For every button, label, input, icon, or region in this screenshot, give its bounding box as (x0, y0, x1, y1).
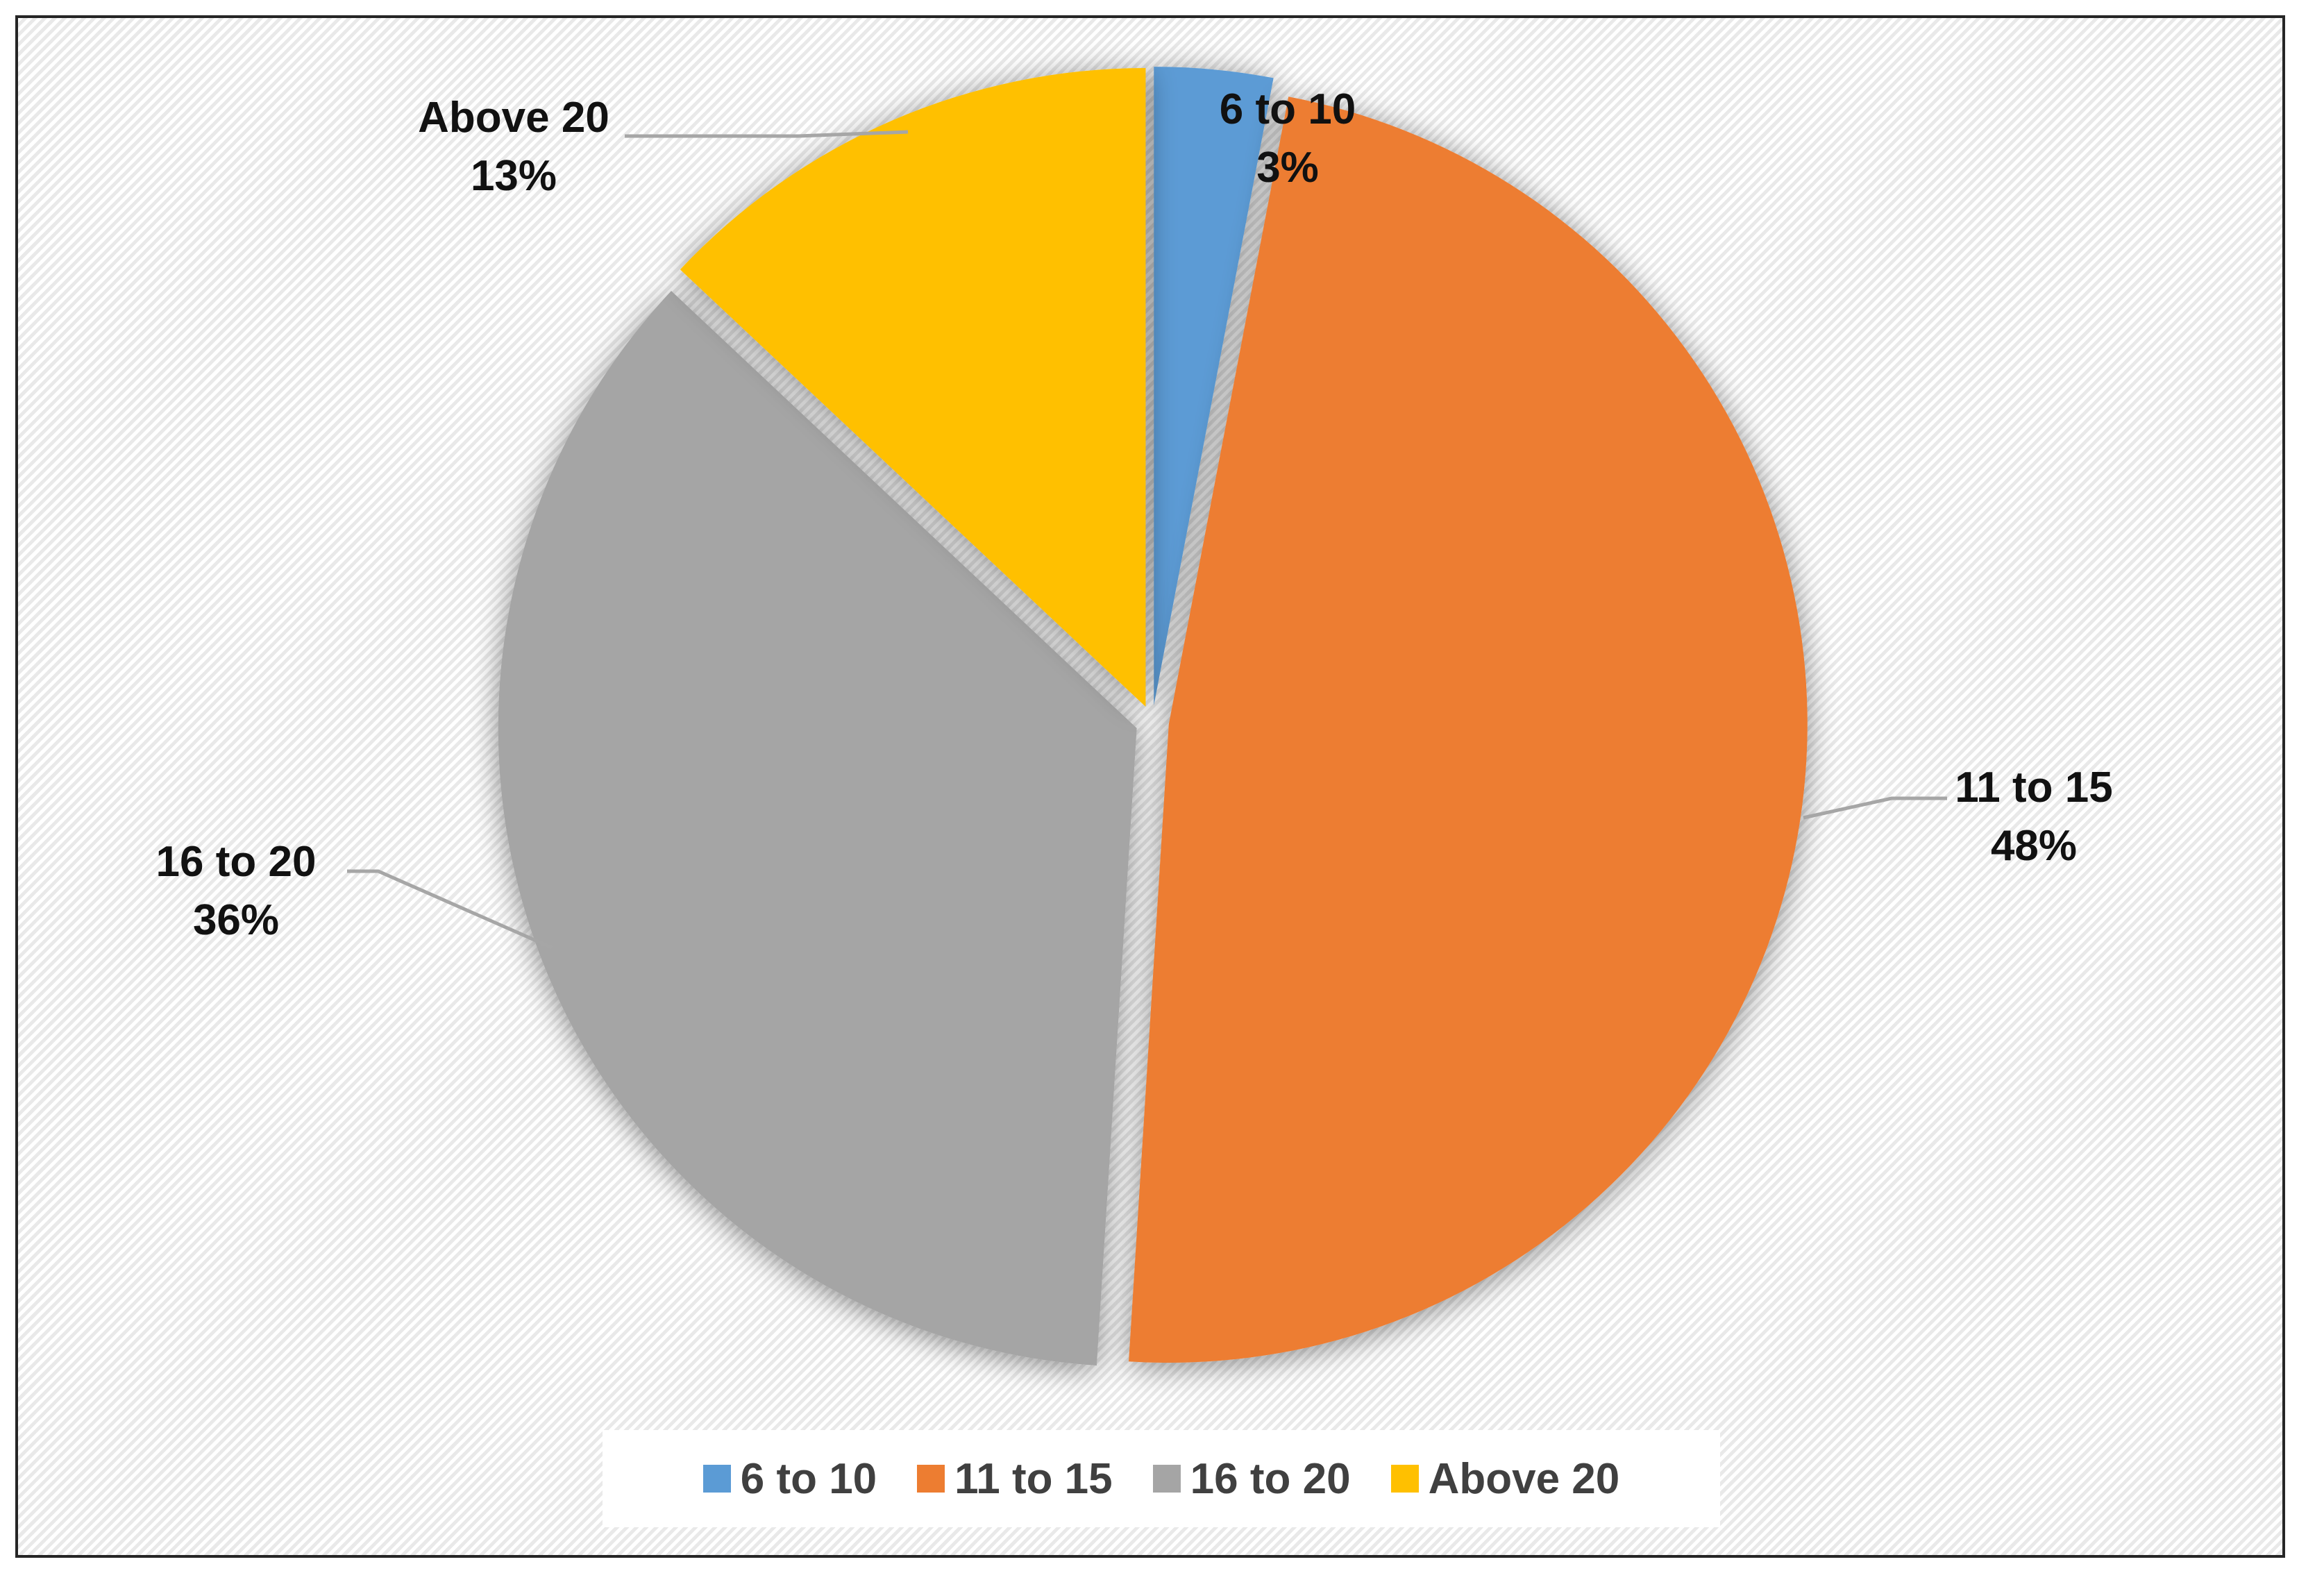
pie-slice-6-to-10 (1154, 67, 1274, 706)
leader-line-16-to-20 (347, 869, 553, 950)
legend-swatch-above-20 (1390, 1465, 1419, 1493)
legend-item-6-to-10: 6 to 10 (702, 1454, 877, 1504)
legend-label-above-20: Above 20 (1428, 1454, 1620, 1503)
leader-line-11-to-15 (1803, 796, 1947, 820)
pie-slice-16-to-20 (498, 291, 1137, 1366)
legend-item-11-to-15: 11 to 15 (917, 1454, 1113, 1504)
legend-label-11-to-15: 11 to 15 (954, 1454, 1113, 1503)
legend: 6 to 10 11 to 15 16 to 20 Above 20 (603, 1430, 1720, 1527)
data-label-value-6-to-10: 3% (1256, 144, 1319, 192)
legend-swatch-11-to-15 (917, 1465, 945, 1493)
legend-swatch-6-to-10 (702, 1465, 731, 1493)
leader-lines (347, 130, 1947, 950)
data-label-category-6-to-10: 6 to 10 (1220, 85, 1356, 133)
chart-area (15, 15, 2285, 1558)
data-label-category-11-to-15: 11 to 15 (1955, 764, 2112, 812)
legend-item-above-20: Above 20 (1390, 1454, 1620, 1504)
legend-label-6-to-10: 6 to 10 (740, 1454, 877, 1503)
data-label-value-11-to-15: 48% (1991, 822, 2077, 870)
data-label-category-above-20: Above 20 (418, 94, 609, 142)
legend-swatch-16-to-20 (1152, 1465, 1181, 1493)
pie-slice-above-20 (680, 67, 1146, 707)
legend-item-16-to-20: 16 to 20 (1152, 1454, 1351, 1504)
pie-slice-11-to-15 (1129, 96, 1808, 1363)
leader-line-above-20 (625, 130, 909, 138)
data-label-category-16-to-20: 16 to 20 (156, 838, 317, 886)
pie-slices (498, 67, 1808, 1366)
data-labels: 6 to 10 3% 11 to 15 48% 16 to 20 36% Above 20 1… (156, 85, 2113, 944)
data-label-value-16-to-20: 36% (193, 896, 279, 944)
data-label-value-above-20: 13% (471, 152, 557, 200)
legend-label-16-to-20: 16 to 20 (1190, 1454, 1351, 1503)
